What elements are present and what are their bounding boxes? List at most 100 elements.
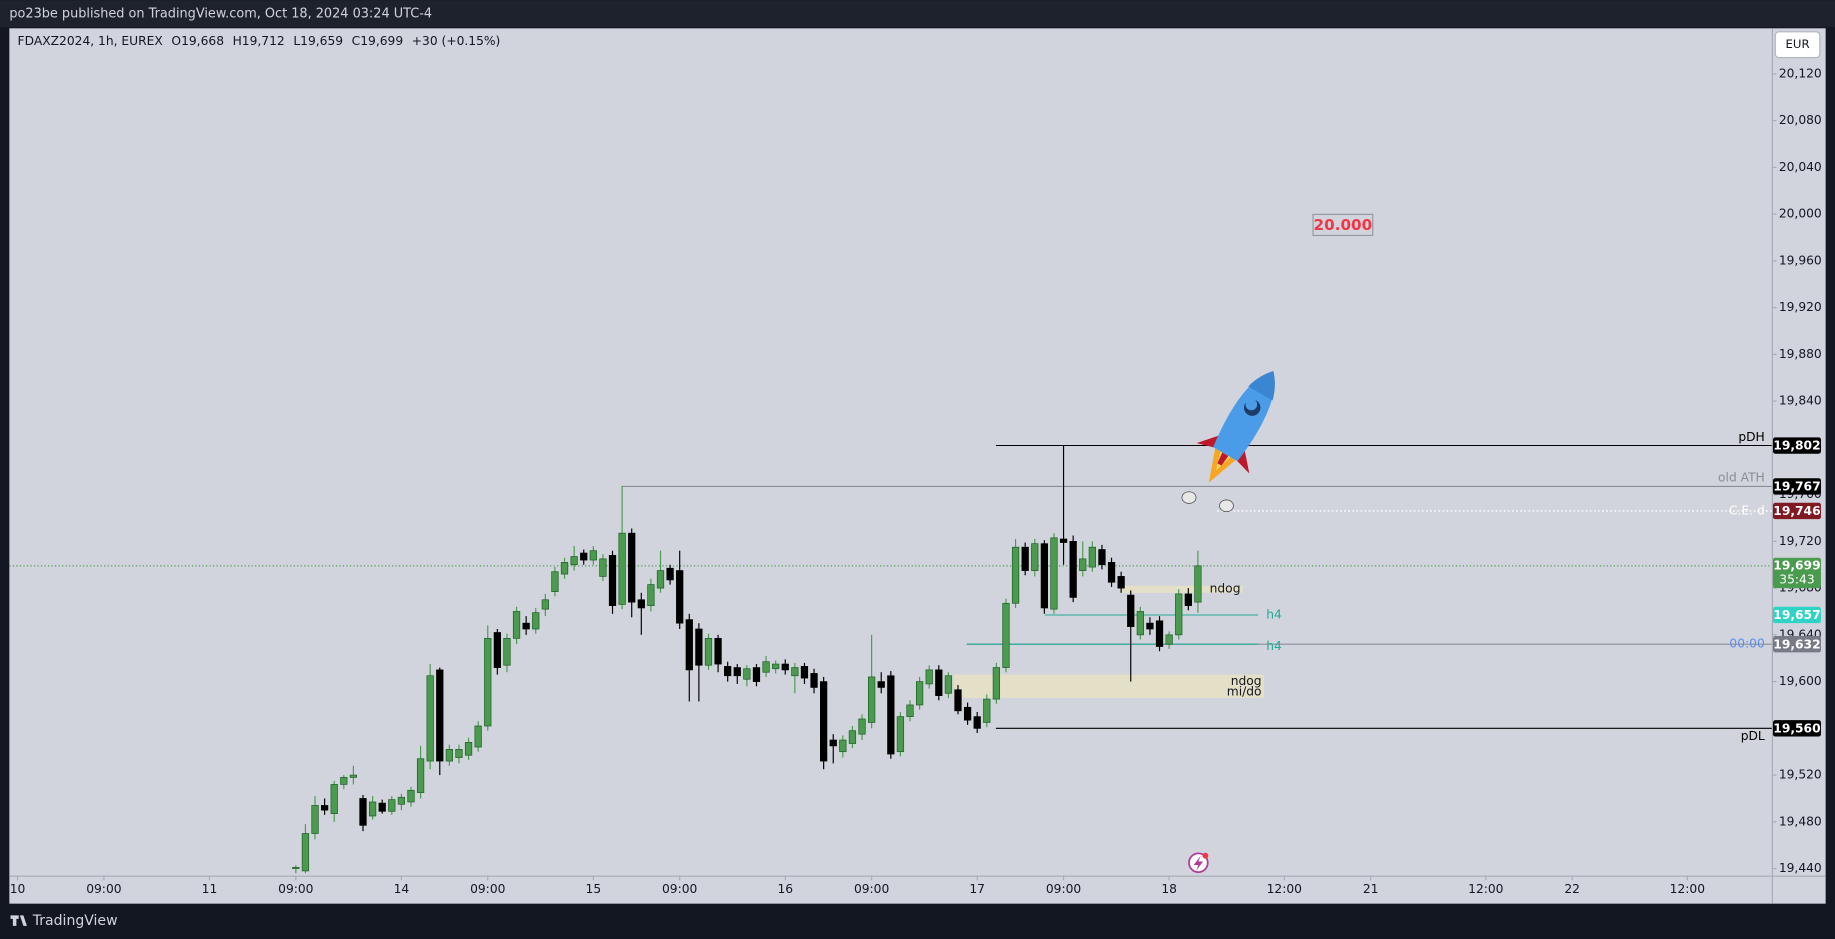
zone-label: ndog: [1231, 674, 1262, 688]
price-tag-label: 19,657: [1773, 608, 1820, 622]
candle-body: [925, 669, 933, 685]
x-tick-label: 12:00: [1267, 882, 1302, 896]
x-tick-label: 09:00: [854, 882, 889, 896]
candle-body: [1079, 558, 1087, 571]
candle-body: [1165, 634, 1173, 645]
candle-body: [676, 570, 684, 624]
price-tag: [1772, 635, 1821, 653]
price-tag-label: 19,802: [1773, 439, 1820, 453]
price-tag: [1772, 606, 1821, 624]
rocket-icon: [1196, 371, 1275, 483]
candle-body: [695, 628, 703, 666]
candle-body: [800, 666, 809, 679]
price-tag-label: 19,560: [1773, 721, 1820, 735]
zone-label: ndog: [1210, 582, 1241, 596]
candle-body: [666, 567, 674, 581]
y-tick-label: 19,960: [1779, 253, 1822, 267]
candle-body: [704, 637, 713, 666]
candle-body: [1050, 537, 1058, 610]
brand: TradingView: [10, 913, 118, 929]
y-tick-label: 19,480: [1779, 814, 1822, 828]
candle-body: [829, 739, 837, 747]
candle-body: [791, 667, 799, 677]
x-tick-label: 15: [586, 882, 602, 896]
candle-body: [963, 706, 972, 721]
level-label: h4: [1266, 607, 1282, 621]
candle-body: [493, 632, 501, 668]
candle-body: [915, 681, 924, 706]
candle-body: [839, 739, 847, 753]
top-bar: [0, 0, 1835, 28]
level-label: C.E. d: [1729, 503, 1765, 517]
x-tick-label: 09:00: [470, 882, 505, 896]
x-tick-label: 22: [1564, 882, 1580, 896]
candle-body: [551, 571, 559, 592]
candle-body: [560, 562, 569, 575]
candle-body: [608, 555, 617, 606]
candle-body: [512, 611, 521, 639]
candle-body: [656, 570, 665, 589]
candle-body: [1127, 594, 1135, 628]
ohlc-open: O19,668: [171, 34, 224, 48]
candle-body: [935, 669, 943, 696]
candle-body: [762, 661, 770, 673]
candle-body: [474, 725, 482, 748]
candle-body: [1146, 622, 1154, 630]
candle-body: [1088, 546, 1096, 568]
candle-body: [599, 558, 607, 577]
price-tag: [1772, 502, 1821, 520]
candle-body: [752, 667, 761, 682]
candle-body: [637, 599, 645, 609]
ohlc-close: C19,699: [352, 34, 403, 48]
price-tag: [1772, 720, 1821, 737]
level-label: pDH: [1738, 430, 1764, 444]
y-tick-label: 19,520: [1779, 768, 1822, 782]
last-price-label: 19,699: [1773, 558, 1820, 572]
currency-button[interactable]: [1774, 31, 1821, 59]
y-tick-label: 20,120: [1779, 66, 1822, 80]
candle-body: [877, 681, 885, 688]
x-tick-label: 12:00: [1468, 882, 1503, 896]
level-label: pDL: [1741, 729, 1765, 743]
candle-body: [848, 730, 857, 744]
x-tick-label: 16: [777, 882, 793, 896]
candle-body: [426, 675, 434, 762]
x-tick-label: 09:00: [1046, 882, 1081, 896]
candle-body: [1098, 549, 1106, 566]
candle-body: [1069, 540, 1077, 598]
ohlc-low: L19,659: [293, 34, 343, 48]
candle-body: [733, 667, 741, 677]
candle-body: [1031, 543, 1039, 571]
level-label: h4: [1266, 639, 1282, 653]
candle-body: [503, 637, 511, 666]
candle-body: [464, 742, 473, 756]
candle-body: [647, 584, 655, 606]
candle-body: [906, 704, 914, 717]
candle-body: [397, 796, 406, 805]
candle-body: [714, 637, 722, 665]
candle-body: [1194, 565, 1202, 603]
candle-body: [1021, 546, 1029, 571]
last-price-tag: [1772, 557, 1821, 589]
x-tick-label: 09:00: [662, 882, 697, 896]
candle-body: [1175, 593, 1183, 636]
candle-body: [628, 532, 636, 603]
candle-body: [973, 716, 981, 729]
currency-label: EUR: [1786, 37, 1810, 51]
candle-body: [743, 668, 751, 680]
y-tick-label: 20,040: [1779, 160, 1822, 174]
candle-body: [724, 666, 732, 677]
x-tick-label: 11: [202, 882, 218, 896]
candle-body: [954, 689, 962, 712]
candle-body: [541, 599, 549, 610]
candle-body: [887, 675, 895, 755]
candle-body: [1155, 620, 1164, 647]
y-tick-label: 19,880: [1779, 347, 1822, 361]
candle-body: [858, 718, 866, 735]
annotation-box: [1312, 213, 1374, 237]
candle-body: [330, 784, 338, 814]
ndog-zone: [953, 674, 1264, 698]
brand-name: TradingView: [32, 913, 118, 929]
ndog-zone: [1121, 585, 1243, 593]
